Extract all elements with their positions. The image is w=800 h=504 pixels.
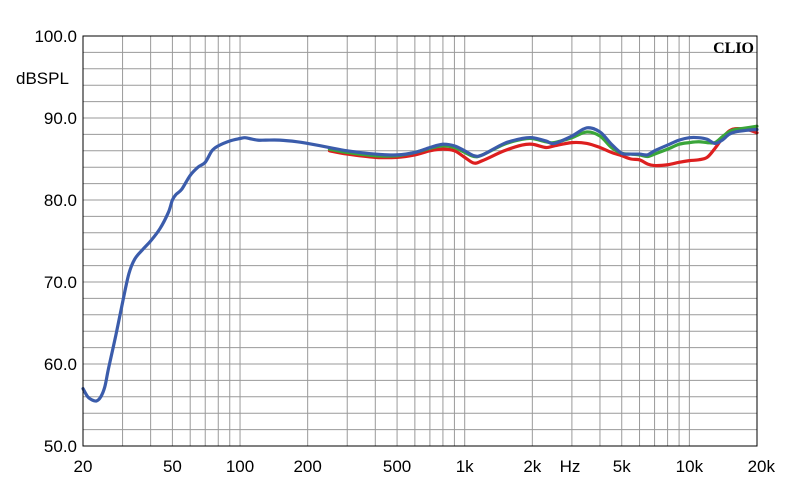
- series-layer: [81, 124, 759, 403]
- x-tick-label: 20: [74, 457, 93, 476]
- x-tick-label: 20k: [748, 457, 776, 476]
- y-tick-label: 100.0: [34, 27, 77, 46]
- plot-background: [83, 36, 757, 446]
- x-tick-labels: 20 50 100 200 500 1k 2k 5k 10k 20k: [74, 457, 776, 476]
- y-tick-label: 50.0: [44, 437, 77, 456]
- y-tick-label: 70.0: [44, 273, 77, 292]
- y-tick-label: 90.0: [44, 109, 77, 128]
- y-tick-labels: 100.0 90.0 80.0 70.0 60.0 50.0: [34, 27, 77, 456]
- series-line-3: [81, 126, 759, 403]
- x-tick-label: 5k: [613, 457, 631, 476]
- clio-brand: CLIO: [713, 40, 754, 57]
- grid-lines: [83, 36, 757, 446]
- plot-frame: [82, 35, 758, 447]
- x-tick-label: 10k: [676, 457, 704, 476]
- y-tick-label: 60.0: [44, 355, 77, 374]
- x-tick-label: 50: [163, 457, 182, 476]
- x-tick-label: 500: [383, 457, 411, 476]
- x-tick-label: 2k: [523, 457, 541, 476]
- x-tick-label: 100: [226, 457, 254, 476]
- x-tick-label: 1k: [456, 457, 474, 476]
- x-tick-label: 200: [293, 457, 321, 476]
- x-axis-label: Hz: [560, 457, 581, 476]
- series-line-1: [327, 126, 759, 168]
- y-tick-label: 80.0: [44, 191, 77, 210]
- y-axis-label: dBSPL: [16, 69, 69, 88]
